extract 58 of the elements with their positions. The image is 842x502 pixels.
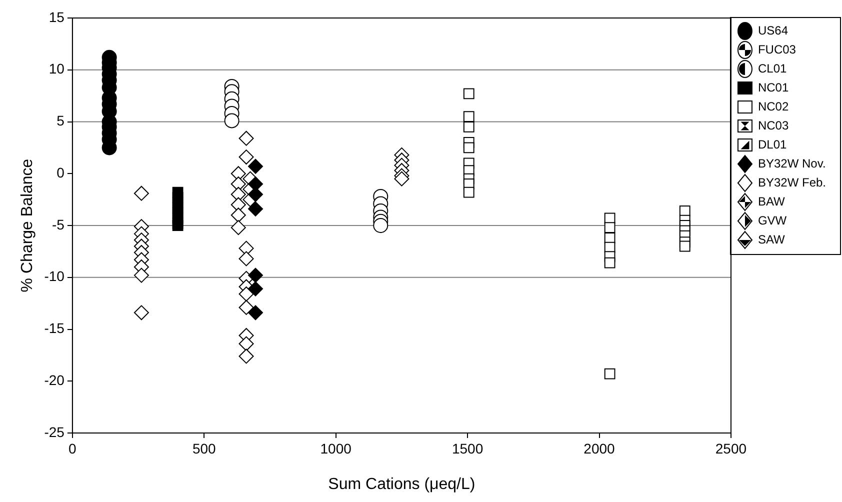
point [238, 286, 254, 302]
legend-label: BY32W Feb. [758, 175, 826, 190]
y-tick-label: 0 [56, 164, 65, 180]
point [248, 268, 264, 283]
point [394, 171, 410, 186]
point [604, 257, 616, 268]
y-tick-label: -15 [44, 320, 65, 336]
legend-label: NC01 [758, 80, 789, 94]
y-tick-label: 10 [48, 60, 65, 77]
y-axis-title: % Charge Balance [19, 158, 36, 292]
point [224, 113, 240, 128]
point [238, 251, 254, 266]
x-tick-label: 500 [192, 440, 216, 456]
legend-label: NC03 [758, 118, 789, 132]
point [230, 208, 246, 223]
point [463, 88, 474, 100]
point [238, 130, 254, 146]
point [604, 222, 616, 234]
point [172, 220, 184, 231]
point [679, 240, 690, 252]
y-tick-label: -10 [44, 268, 65, 284]
point [248, 176, 264, 192]
point [134, 186, 149, 201]
point [463, 142, 474, 154]
legend-label: NC02 [758, 99, 789, 114]
legend-label: GVW [758, 213, 788, 228]
point [238, 348, 254, 364]
y-tick-label: 15 [48, 8, 65, 25]
y-tick-label: -20 [44, 372, 65, 388]
point [373, 218, 388, 233]
point [248, 158, 264, 174]
x-tick-label: 0 [68, 440, 77, 456]
x-axis-title: Sum Cations (μeq/L) [328, 476, 476, 493]
legend-label: SAW [758, 232, 786, 246]
y-tick-label: -5 [52, 216, 65, 232]
legend-label: FUC03 [758, 42, 796, 56]
point [463, 121, 474, 132]
x-tick-label: 2500 [715, 440, 747, 456]
point [248, 305, 264, 320]
legend-label: US64 [758, 23, 788, 38]
point [604, 368, 616, 380]
legend-label: BAW [758, 194, 786, 208]
point [230, 220, 246, 236]
x-tick-label: 1000 [320, 440, 352, 456]
point [248, 281, 264, 296]
point [463, 111, 474, 122]
point [134, 268, 149, 283]
legend-label: BY32W Nov. [758, 156, 826, 170]
legend-label: DL01 [758, 137, 787, 152]
legend-label: CL01 [758, 61, 787, 76]
x-tick-label: 2000 [584, 440, 616, 456]
point [238, 336, 254, 352]
point [248, 201, 264, 216]
point [463, 186, 474, 198]
y-tick-label: 5 [56, 112, 65, 129]
x-tick-label: 1500 [452, 440, 484, 456]
point [134, 305, 149, 320]
y-tick-label: -25 [44, 424, 65, 440]
